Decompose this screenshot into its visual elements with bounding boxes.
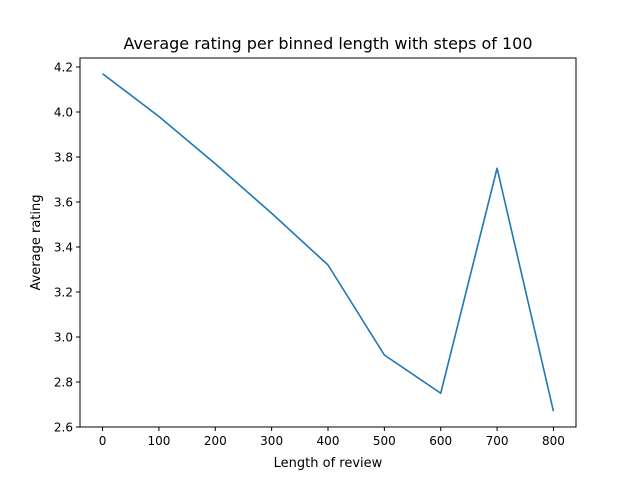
x-tick-label: 500 [373, 434, 396, 448]
series-layer [102, 73, 555, 412]
y-tick-label: 3.8 [54, 151, 73, 165]
y-tick-label: 3.6 [54, 196, 73, 210]
x-axis: 0 100 200 300 400 500 600 700 800 [99, 427, 565, 448]
x-tick-label: 800 [542, 434, 565, 448]
y-tick-label: 4.0 [54, 106, 73, 120]
x-tick-label: 0 [99, 434, 107, 448]
y-tick-label: 3.0 [54, 331, 73, 345]
y-axis: 2.6 2.8 3.0 3.2 3.4 3.6 3.8 4.0 4.2 [54, 61, 80, 435]
y-tick-label: 2.8 [54, 376, 73, 390]
chart-title: Average rating per binned length with st… [123, 34, 532, 53]
y-tick-label: 3.2 [54, 286, 73, 300]
y-tick-label: 3.4 [54, 241, 73, 255]
series-line [102, 73, 555, 412]
y-tick-label: 4.2 [54, 61, 73, 75]
x-tick-label: 700 [486, 434, 509, 448]
x-tick-label: 300 [260, 434, 283, 448]
x-tick-label: 400 [317, 434, 340, 448]
x-axis-label: Length of review [274, 456, 383, 471]
x-tick-label: 100 [147, 434, 170, 448]
y-axis-label: Average rating [29, 194, 44, 290]
plot-area-frame [79, 57, 577, 428]
x-tick-label: 600 [429, 434, 452, 448]
y-tick-label: 2.6 [54, 421, 73, 435]
x-tick-label: 200 [204, 434, 227, 448]
